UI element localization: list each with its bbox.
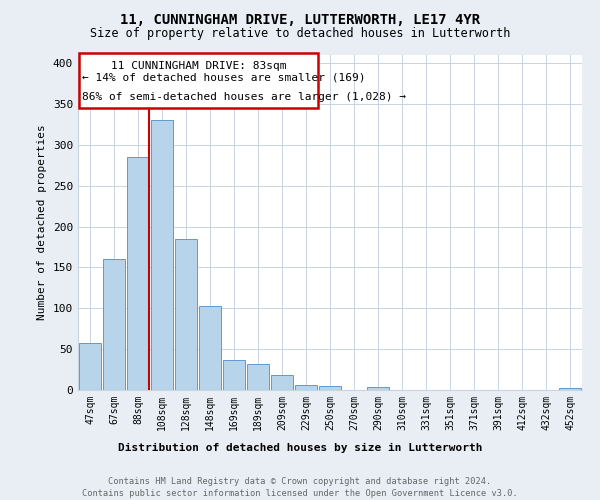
Bar bbox=[199, 306, 221, 390]
Bar bbox=[79, 344, 101, 390]
Text: Distribution of detached houses by size in Lutterworth: Distribution of detached houses by size … bbox=[118, 442, 482, 452]
Bar bbox=[151, 120, 173, 390]
Bar bbox=[367, 386, 389, 390]
Text: 11 CUNNINGHAM DRIVE: 83sqm: 11 CUNNINGHAM DRIVE: 83sqm bbox=[111, 60, 286, 70]
Bar bbox=[295, 385, 317, 390]
Bar bbox=[223, 360, 245, 390]
Text: Contains public sector information licensed under the Open Government Licence v3: Contains public sector information licen… bbox=[82, 489, 518, 498]
Bar bbox=[559, 388, 581, 390]
Y-axis label: Number of detached properties: Number of detached properties bbox=[37, 124, 47, 320]
FancyBboxPatch shape bbox=[79, 54, 318, 108]
Bar bbox=[271, 376, 293, 390]
Text: ← 14% of detached houses are smaller (169): ← 14% of detached houses are smaller (16… bbox=[82, 73, 365, 83]
Bar bbox=[127, 157, 149, 390]
Text: Contains HM Land Registry data © Crown copyright and database right 2024.: Contains HM Land Registry data © Crown c… bbox=[109, 478, 491, 486]
Bar bbox=[175, 239, 197, 390]
Text: 86% of semi-detached houses are larger (1,028) →: 86% of semi-detached houses are larger (… bbox=[82, 92, 406, 102]
Bar bbox=[247, 364, 269, 390]
Bar bbox=[319, 386, 341, 390]
Text: Size of property relative to detached houses in Lutterworth: Size of property relative to detached ho… bbox=[90, 28, 510, 40]
Text: 11, CUNNINGHAM DRIVE, LUTTERWORTH, LE17 4YR: 11, CUNNINGHAM DRIVE, LUTTERWORTH, LE17 … bbox=[120, 12, 480, 26]
Bar bbox=[103, 260, 125, 390]
